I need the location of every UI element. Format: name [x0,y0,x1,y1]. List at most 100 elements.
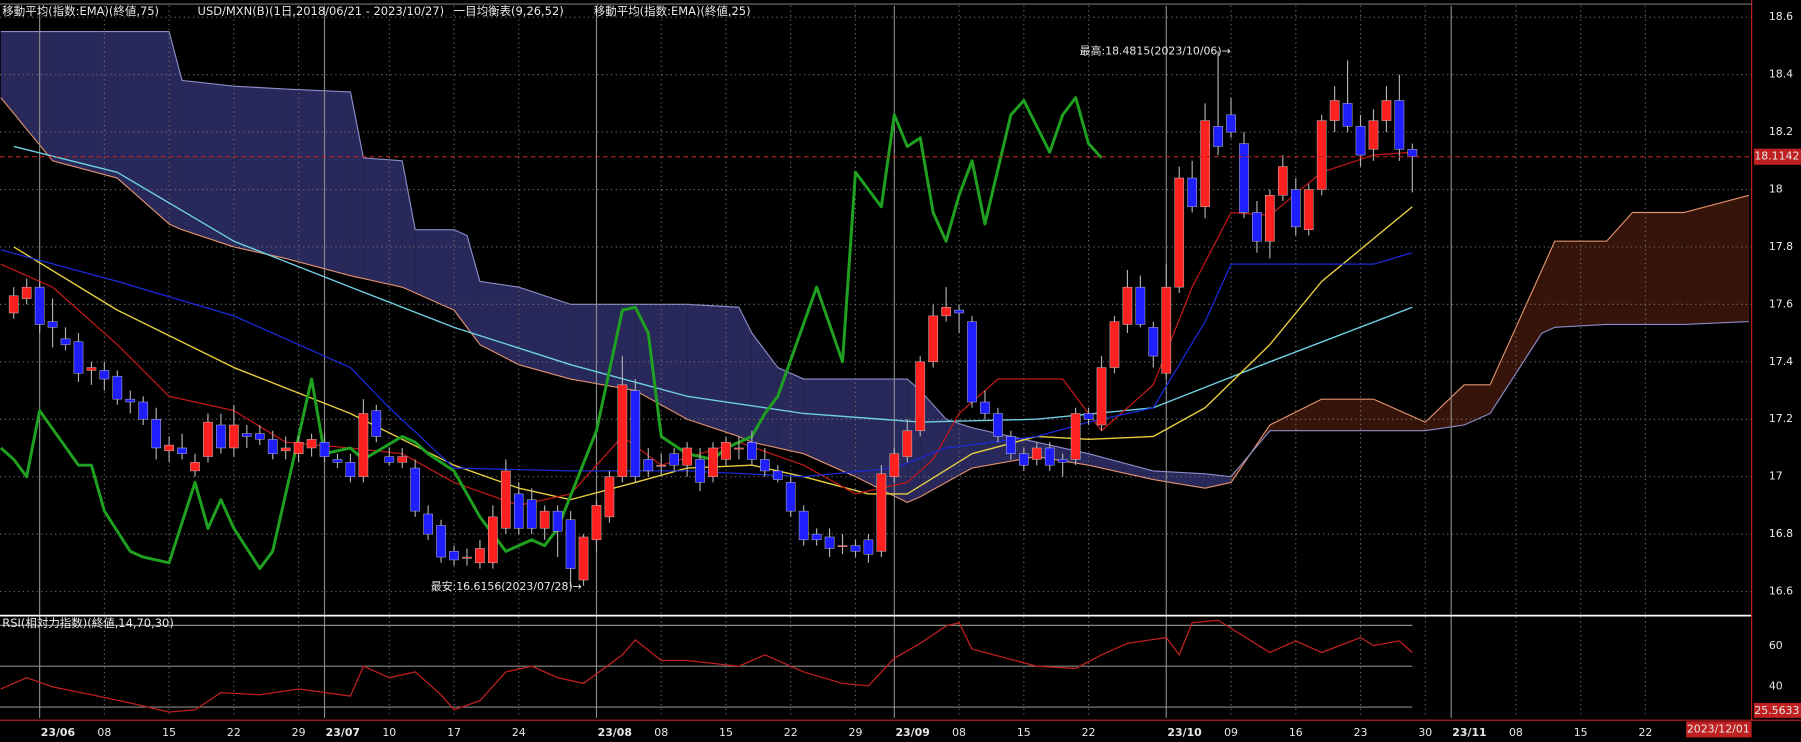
x-tick-label: 08 [654,726,668,739]
candle-body [1018,453,1029,466]
rsi-bottom-box [1753,702,1801,718]
x-tick-label: 10 [382,726,396,739]
x-tick-label: 23/07 [326,726,360,739]
candle-body [617,384,628,477]
cloud-segment [350,91,364,279]
candle-body [669,453,679,466]
candle-body [358,413,369,477]
cloud-segment [1321,399,1374,431]
candle-body [837,545,848,547]
x-tick-label: 15 [1017,726,1031,739]
candle-body [721,441,731,460]
candle-body [954,309,964,314]
candle-body [177,447,187,454]
candle-body [371,410,382,437]
candle-body [1006,436,1016,454]
x-tick-label: 17 [447,726,461,739]
candle-body [1252,212,1262,242]
candle-body [993,413,1003,437]
cloud-segment [1425,384,1465,431]
cloud-segment [738,307,752,443]
candle-body [47,321,58,328]
x-tick-label: 22 [1638,726,1652,739]
y-tick-label: 17.6 [1769,297,1793,310]
x-tick-label: 16 [1289,726,1303,739]
header-ichimoku: 一目均衡表(9,26,52) [454,4,564,18]
x-tick-label: 22 [1082,726,1096,739]
x-tick-label: 23/09 [895,726,929,739]
header-rsi: RSI(相対力指数)(終値,14,70,30) [2,616,174,630]
candle-body [1381,100,1392,121]
candle-body [280,447,291,452]
candle-body [99,370,110,380]
rsi-bottom-label: 25.5633 [1754,704,1799,717]
candle-body [8,295,19,314]
y-tick-label: 17.4 [1769,355,1793,368]
x-tick-label: 29 [292,726,306,739]
x-tick-label: 22 [227,726,241,739]
candle-body [1161,286,1172,374]
candle-body [475,548,485,564]
y-tick-label: 17.8 [1769,240,1793,253]
candle-body [267,439,278,454]
x-tick-label: 15 [1574,726,1588,739]
candle-body [1044,447,1055,466]
header-ema75: 移動平均(指数:EMA)(終値,75) [2,4,159,18]
x-tick-label: 15 [719,726,733,739]
cloud-segment [1464,384,1491,425]
last-price-label: 18.1142 [1754,150,1799,163]
candle-body [1303,189,1314,230]
y-tick-label: 16.6 [1769,585,1793,598]
candle-body [967,321,977,403]
cloud-segment [233,86,286,259]
candle-body [384,456,395,463]
candle-body [151,419,162,449]
x-tick-label: 23/11 [1452,726,1486,739]
candle-body [539,510,550,529]
candle-body [526,499,537,529]
candle-body [928,315,938,363]
candle-body [21,286,32,299]
candle-body [242,433,252,437]
candle-body [410,467,420,512]
candle-body [785,482,796,512]
candle-body [1407,149,1418,157]
x-tick-label: 15 [162,726,176,739]
x-tick-label: 23/10 [1167,726,1202,739]
cloud-segment [1554,241,1607,328]
candle-body [138,401,149,420]
candle-body [86,367,97,371]
candle-body [1368,120,1379,150]
candle-body [1200,120,1210,207]
candle-body [319,441,330,457]
candle-body [60,338,71,345]
cloud-segment [518,287,571,380]
candle-body [488,516,498,564]
candle-body [759,459,770,472]
candle-body [216,424,226,449]
candle-body [747,441,757,460]
candle-body [190,462,200,472]
candle-body [656,464,667,467]
candle-body [915,361,926,431]
candle-body [345,462,356,477]
cloud-segment [169,31,183,230]
x-tick-label: 08 [1509,726,1523,739]
rsi-tick-label: 40 [1769,680,1783,693]
cloud-segment [1606,212,1633,325]
span-a-line [0,97,1750,504]
candle-body [203,421,213,457]
candle-body [254,433,265,440]
conversion-line [0,151,1413,507]
overlay-layer: 23/06 08 15 22 29 23/07 10 17 24 23/08 08 15 22 29 23/… [0,10,1801,739]
header-symbol: USD/MXN(B)(1日,2018/06/21 - 2023/10/27) [198,4,445,18]
candle-body [1226,114,1236,133]
candle-body [682,447,692,466]
candle-body [1290,189,1301,228]
candle-body [876,473,887,552]
candle-body [1122,286,1133,325]
cloud-segment [1205,473,1232,489]
candle-body [552,510,563,532]
cloud-segment [920,390,947,497]
cloud-segment [1088,453,1154,480]
